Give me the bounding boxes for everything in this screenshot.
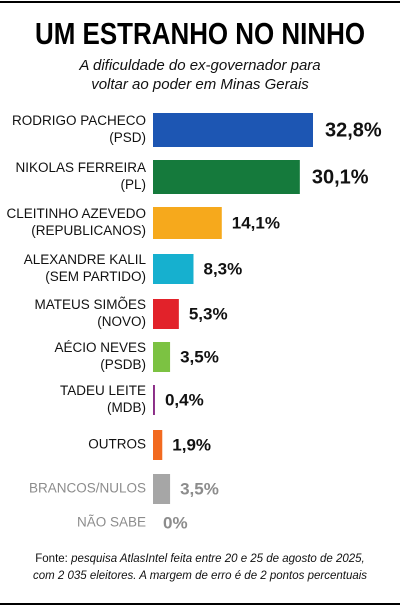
value-label: 8,3% [203, 259, 242, 278]
category-label: OUTROS [88, 437, 146, 452]
value-label: 14,1% [232, 213, 280, 232]
value-label: 32,8% [325, 119, 382, 141]
category-label: MATEUS SIMÕES [34, 297, 146, 312]
bar [153, 385, 155, 415]
category-label: (PL) [120, 177, 146, 192]
source-label: Fonte: [35, 553, 68, 565]
source-text: pesquisa AtlasIntel feita entre 20 e 25 … [70, 553, 365, 565]
value-label: 0,4% [165, 390, 204, 409]
bar [153, 113, 313, 147]
source-note: Fonte: pesquisa AtlasIntel feita entre 2… [35, 553, 365, 565]
category-label: NÃO SABE [77, 515, 146, 530]
category-label: (PSDB) [100, 357, 146, 372]
chart-title: UM ESTRANHO NO NINHO [35, 16, 365, 51]
category-label: ALEXANDRE KALIL [24, 252, 147, 267]
bar [153, 207, 222, 239]
value-label: 0% [163, 513, 188, 532]
bar [153, 474, 171, 504]
source-text: com 2 035 eleitores. A margem de erro é … [33, 570, 367, 582]
chart-subtitle: A dificuldade do ex-governador para [78, 57, 320, 74]
category-label: (PSD) [109, 130, 146, 145]
category-label: (SEM PARTIDO) [45, 269, 146, 284]
chart-subtitle: voltar ao poder em Minas Gerais [91, 76, 309, 93]
category-label: BRANCOS/NULOS [29, 481, 146, 496]
category-label: CLEITINHO AZEVEDO [6, 206, 146, 221]
bar [153, 430, 163, 460]
bar [153, 342, 171, 372]
bar [153, 299, 179, 329]
category-label: RODRIGO PACHECO [12, 113, 146, 128]
value-label: 1,9% [172, 435, 211, 454]
category-label: NIKOLAS FERREIRA [15, 160, 146, 175]
value-label: 3,5% [180, 347, 219, 366]
category-label: (NOVO) [97, 314, 146, 329]
value-label: 5,3% [189, 304, 228, 323]
bar [153, 254, 194, 284]
category-label: AÉCIO NEVES [54, 340, 146, 355]
bar [153, 160, 300, 194]
value-label: 3,5% [180, 479, 219, 498]
value-label: 30,1% [312, 166, 369, 188]
category-label: (MDB) [107, 400, 146, 415]
category-label: (REPUBLICANOS) [31, 223, 146, 238]
category-label: TADEU LEITE [60, 383, 146, 398]
